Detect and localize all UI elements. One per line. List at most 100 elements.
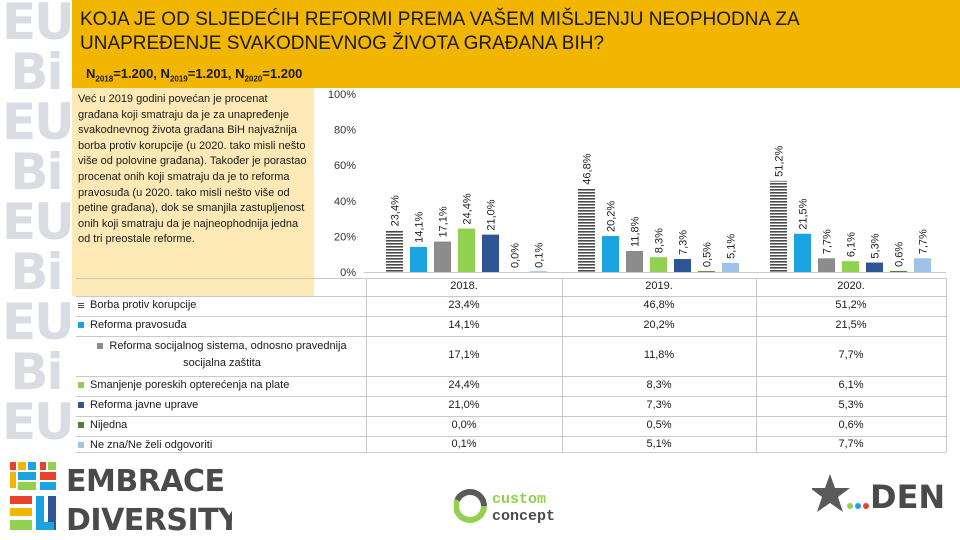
table-grid-line — [76, 376, 946, 377]
sample-year-1: 2018 — [95, 74, 114, 84]
strip-letter: EU — [2, 93, 72, 151]
page-title: KOJA JE OD SLJEDEĆIH REFORMI PREMA VAŠEM… — [80, 9, 799, 54]
blue-dot-icon — [855, 503, 861, 509]
bar — [602, 236, 619, 272]
table-cell: 0,0% — [451, 419, 477, 431]
decorative-side-strip: EU Bi EU Bi EU Bi EU Bi EU — [0, 0, 72, 540]
table-category-header: 2018. — [450, 280, 478, 292]
table-cell: 21,0% — [448, 399, 480, 411]
cden-text: DEN — [870, 478, 944, 516]
data-label: 7,3% — [678, 230, 690, 255]
table-cell: 0,1% — [451, 438, 477, 450]
data-label: 24,4% — [462, 193, 474, 224]
strip-letter: Bi — [10, 343, 63, 401]
legend-label: Smanjenje poreskih opterećenja na plate — [90, 379, 290, 391]
bar — [650, 257, 667, 272]
table-cell: 7,7% — [838, 349, 864, 361]
data-labels: 23,4% 46,8% 51,2% 14,1% 20,2% 21,5% 17,1% 11,8%… — [390, 145, 930, 268]
strip-letter: Bi — [10, 43, 63, 101]
legend-swatch — [78, 302, 84, 309]
bar — [890, 270, 907, 272]
bar — [674, 259, 691, 272]
legend-label: Reforma javne uprave — [90, 399, 199, 411]
legend-label: Borba protiv korupcije — [90, 299, 197, 311]
sample-n: N — [235, 66, 245, 81]
table-row-legend: Smanjenje poreskih opterećenja na plate — [76, 379, 366, 391]
data-label: 5,3% — [870, 233, 882, 258]
table-grid-line — [76, 278, 946, 279]
y-tick-label: 80% — [334, 125, 356, 137]
table-cell: 20,2% — [643, 319, 675, 331]
data-label: 17,1% — [438, 206, 450, 237]
y-tick-label: 60% — [334, 160, 356, 172]
table-cell: 5,3% — [838, 399, 864, 411]
bar — [794, 233, 811, 272]
legend-swatch — [78, 382, 84, 389]
data-label: 21,5% — [798, 198, 810, 229]
data-label: 7,7% — [822, 229, 834, 254]
star-icon — [812, 474, 850, 512]
strip-letter: EU — [2, 193, 72, 251]
bar — [770, 180, 787, 272]
data-table: 2018. 2019. 2020. Borba protiv korupcije 23,… — [76, 278, 947, 453]
table-row-legend: Borba protiv korupcije — [76, 299, 366, 311]
data-label: 8,3% — [654, 228, 666, 253]
bieu-mark-icon — [10, 462, 56, 530]
bars — [386, 180, 931, 272]
strip-letter: EU — [2, 393, 72, 451]
table-cell: 21,5% — [835, 319, 867, 331]
cden-logo: DEN — [812, 474, 944, 516]
data-label: 20,2% — [606, 201, 618, 232]
bar — [530, 271, 547, 272]
data-label: 0,5% — [702, 242, 714, 267]
bar — [578, 188, 595, 272]
data-label: 21,0% — [486, 199, 498, 230]
table-grid-line — [76, 396, 946, 397]
table-row-legend: Ne zna/Ne želi odgovoriti — [76, 439, 366, 451]
bar — [386, 230, 403, 272]
y-tick-label: 20% — [334, 231, 356, 243]
legend-swatch — [78, 402, 84, 409]
concept-text: concept — [492, 508, 555, 525]
commentary-note: Već u 2019 godini povećan je procenat gr… — [72, 88, 314, 296]
table-cell: 11,8% — [643, 349, 675, 361]
sample-value-3: =1.200 — [262, 66, 303, 81]
data-label: 6,1% — [846, 232, 858, 257]
bar — [722, 262, 739, 272]
table-grid-line — [756, 278, 757, 452]
bar — [698, 271, 715, 272]
embrace-text: EMBRACE — [66, 464, 225, 499]
bar — [842, 261, 859, 272]
sample-value-1: =1.200, — [113, 66, 161, 81]
table-cell: 8,3% — [646, 379, 672, 391]
bar — [482, 234, 499, 272]
data-label: 7,7% — [918, 229, 930, 254]
table-grid-line — [76, 336, 946, 337]
table-row-legend: Reforma javne uprave — [76, 399, 366, 411]
red-dot-icon — [863, 503, 869, 509]
table-cell: 0,6% — [838, 419, 864, 431]
table-cell: 51,2% — [835, 299, 867, 311]
strip-letter: Bi — [10, 243, 63, 301]
sample-year-3: 2020 — [244, 74, 263, 84]
table-grid-line — [76, 316, 946, 317]
table-cell: 46,8% — [643, 299, 675, 311]
sample-value-2: =1.201, — [187, 66, 236, 81]
bar — [626, 250, 643, 272]
custom-concept-logo: custom concept — [454, 489, 555, 525]
strip-letter: EU — [2, 0, 72, 51]
sample-n: N — [160, 66, 170, 81]
data-label: 11,8% — [630, 216, 642, 247]
green-dot-icon — [847, 503, 853, 509]
data-label: 46,8% — [582, 153, 594, 184]
y-tick-label: 40% — [334, 196, 356, 208]
table-grid-line — [76, 436, 946, 437]
bar — [434, 241, 451, 272]
table-cell: 5,1% — [646, 438, 672, 450]
data-label: 14,1% — [414, 211, 426, 242]
strip-letter: Bi — [10, 143, 63, 201]
table-row-legend: Reforma pravosuđa — [76, 319, 366, 331]
table-grid-line — [946, 278, 947, 452]
